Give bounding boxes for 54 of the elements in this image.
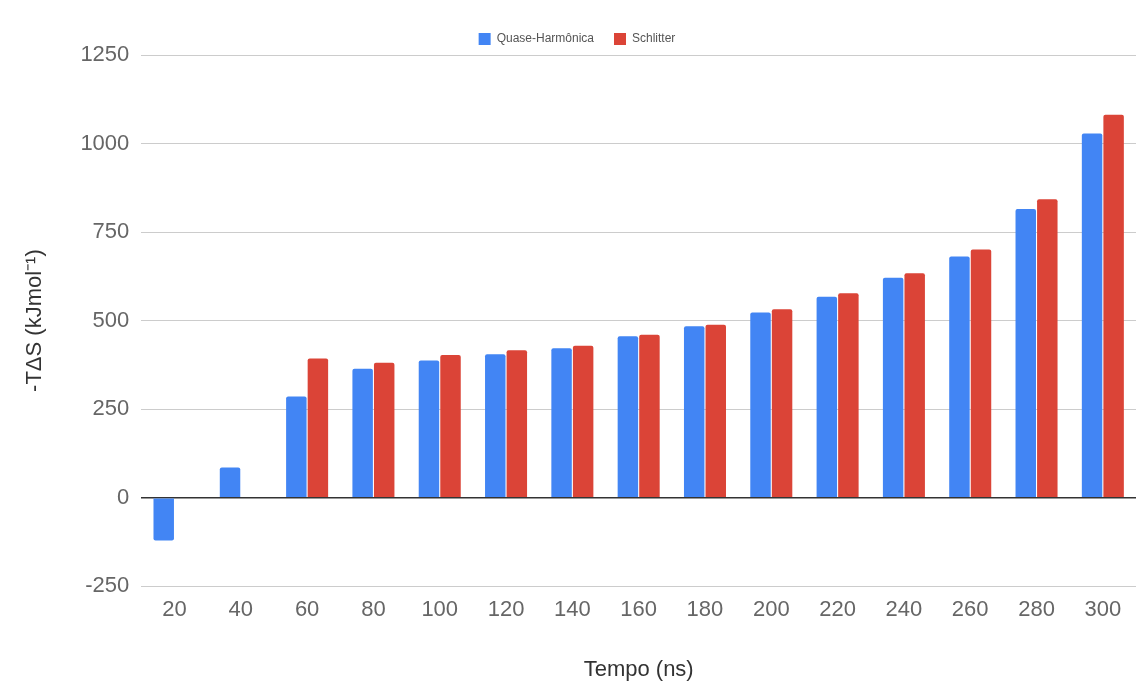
y-tick-label: 750 (92, 218, 130, 244)
x-tick-label: 40 (228, 596, 254, 622)
x-axis-title: Tempo (ns) (583, 655, 694, 681)
bar (970, 249, 992, 497)
bar (219, 467, 241, 497)
bar (617, 336, 639, 497)
x-tick-label: 100 (421, 596, 459, 622)
bar (705, 324, 726, 497)
x-tick-label: 300 (1084, 596, 1122, 622)
y-tick-label: 250 (92, 395, 130, 421)
x-tick-label: 240 (885, 596, 923, 622)
bar (440, 354, 461, 497)
x-tick-label: 140 (554, 596, 591, 622)
bar (352, 368, 373, 497)
x-tick-label: 260 (951, 596, 989, 622)
bar (882, 277, 904, 497)
bar (506, 350, 528, 497)
y-tick-label: 1000 (80, 129, 130, 155)
bar (816, 296, 838, 497)
y-axis-title: -TΔS (kJmol⁻¹) (21, 249, 47, 392)
bar (639, 334, 660, 497)
legend-label: Quase-Harmônica (496, 31, 595, 46)
x-tick-label: 80 (361, 596, 386, 622)
y-tick-label: 0 (117, 483, 130, 509)
y-tick-label: 1250 (80, 41, 130, 67)
bar (373, 362, 395, 497)
bar (153, 498, 174, 541)
bar (683, 326, 705, 497)
bar (750, 312, 771, 497)
bar (572, 345, 594, 497)
bar (1015, 209, 1036, 497)
x-tick-label: 180 (686, 596, 724, 622)
x-tick-label: 280 (1018, 596, 1055, 622)
legend-label: Schlitter (632, 31, 676, 46)
bar (838, 293, 859, 497)
x-tick-label: 20 (162, 596, 187, 622)
bar (307, 358, 329, 497)
x-tick-label: 200 (752, 596, 790, 622)
bar (551, 348, 572, 497)
y-tick-label: -250 (85, 572, 130, 598)
bar (1103, 114, 1124, 497)
bar (1081, 133, 1103, 497)
bar (949, 256, 970, 497)
bar (904, 273, 925, 497)
x-tick-label: 160 (620, 596, 658, 622)
bar (418, 360, 440, 497)
x-tick-label: 60 (294, 596, 320, 622)
bar (1037, 199, 1058, 497)
bar (771, 309, 793, 497)
y-tick-label: 500 (92, 306, 130, 332)
x-tick-label: 120 (487, 596, 525, 622)
x-tick-label: 220 (819, 596, 856, 622)
bar (485, 354, 506, 497)
bar (286, 396, 307, 497)
